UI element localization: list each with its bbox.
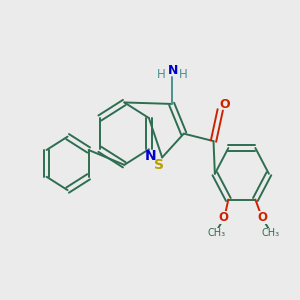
Text: H: H (178, 68, 187, 81)
Text: N: N (144, 149, 156, 163)
Text: CH₃: CH₃ (261, 228, 279, 238)
Text: O: O (258, 212, 268, 224)
Text: CH₃: CH₃ (207, 228, 225, 238)
Text: N: N (168, 64, 178, 77)
Text: S: S (154, 158, 164, 172)
Text: H: H (157, 68, 166, 81)
Text: O: O (219, 212, 229, 224)
Text: O: O (220, 98, 230, 111)
